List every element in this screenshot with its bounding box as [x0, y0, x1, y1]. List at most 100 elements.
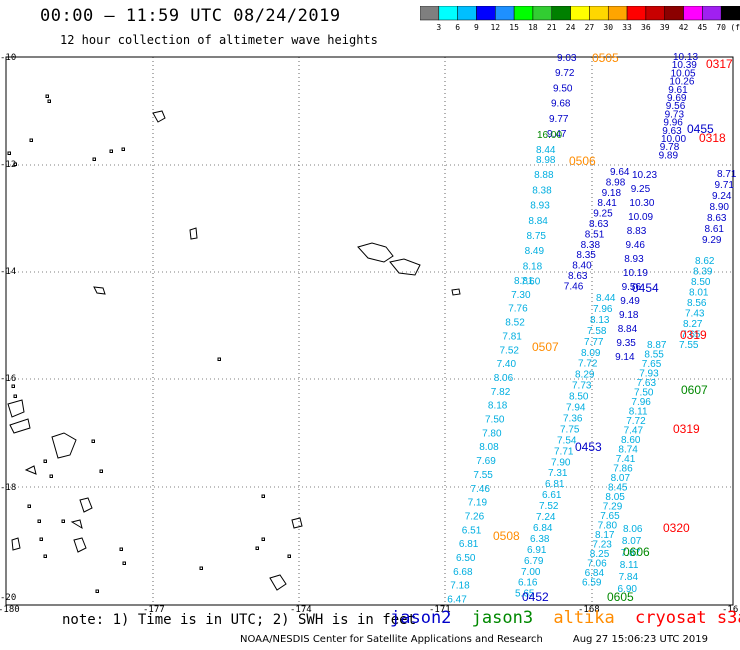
island-outline	[24, 465, 37, 475]
credit-text: NOAA/NESDIS Center for Satellite Applica…	[240, 634, 543, 645]
wave-height-reading: 9.72	[555, 68, 575, 79]
islet	[122, 561, 126, 565]
color-scale-label: 45	[697, 23, 708, 32]
color-scale-label: 33	[622, 23, 632, 32]
islet	[13, 162, 17, 166]
track-pass-tag: 0506	[569, 154, 596, 168]
wave-height-reading: 7.81	[502, 331, 522, 342]
islet	[43, 554, 47, 558]
wave-height-reading: 8.05	[605, 492, 625, 503]
track-pass-tag: 0318	[699, 131, 726, 145]
wave-height-reading: 9.50	[553, 83, 573, 94]
wave-height-reading: 9.69	[667, 93, 687, 104]
wave-height-reading: 10.19	[623, 268, 648, 279]
islet	[255, 546, 259, 550]
color-scale-label: 18	[528, 23, 538, 32]
color-scale-label: 70	[716, 23, 726, 32]
map-frame	[5, 56, 734, 606]
legend-altika: altika	[553, 608, 615, 628]
wave-height-reading: 9.64	[610, 167, 630, 178]
wave-height-reading: 7.80	[598, 521, 618, 532]
lon-label: -180	[0, 605, 20, 615]
wave-height-reading: 7.24	[536, 512, 556, 523]
wave-height-reading: 8.61	[705, 224, 725, 235]
islet	[109, 149, 113, 153]
color-scale-label: 3	[436, 23, 442, 32]
wave-height-reading: 8.13	[590, 315, 610, 326]
islet	[7, 151, 11, 155]
wave-height-reading: 9.78	[660, 142, 680, 153]
wave-height-reading: 9.89	[659, 150, 679, 161]
wave-height-reading: 8.39	[693, 267, 713, 278]
wave-height-reading: 9.96	[663, 118, 683, 129]
islet	[27, 504, 31, 508]
wave-height-reading: 9.24	[712, 191, 732, 202]
color-scale-label: 24	[565, 23, 576, 32]
wave-height-reading: 9.56	[622, 282, 642, 293]
wave-height-reading: 7.00	[521, 567, 541, 578]
wave-height-reading: 8.08	[479, 442, 499, 453]
wave-height-reading: 9.73	[665, 109, 685, 120]
track-pass-tag: 0606	[623, 545, 650, 559]
wave-height-reading: 7.75	[560, 424, 580, 435]
islet	[91, 439, 95, 443]
wave-height-reading: 9.18	[602, 188, 622, 199]
island-outline	[93, 286, 106, 295]
color-scale-label: (ft)	[730, 23, 740, 32]
wave-height-reading: 10.30	[629, 198, 654, 209]
wave-height-reading: 8.60	[621, 435, 641, 446]
wave-height-reading: 7.46	[471, 484, 491, 495]
wave-height-reading: 8.83	[627, 226, 647, 237]
wave-height-reading: 8.93	[624, 254, 644, 265]
wave-height-reading: 7.55	[473, 470, 493, 481]
wave-height-reading: 7.65	[642, 359, 662, 370]
wave-height-reading: 7.73	[572, 381, 592, 392]
wave-height-reading: 8.38	[532, 185, 552, 196]
wave-height-reading: 7.50	[485, 415, 505, 426]
lon-label: -171	[429, 605, 451, 615]
wave-height-reading: 8.98	[536, 155, 556, 166]
wave-height-reading: 9.47	[547, 129, 567, 140]
islet	[99, 469, 103, 473]
wave-height-reading: 8.71	[717, 169, 737, 180]
island-outline	[269, 574, 287, 591]
wave-height-reading: 8.98	[606, 177, 626, 188]
islet	[47, 99, 51, 103]
footnote: note: 1) Time is in UTC; 2) SWH is in fe…	[62, 612, 417, 628]
wave-height-reading: 7.31	[548, 468, 568, 479]
wave-height-reading: 16.00	[537, 130, 562, 141]
islet	[261, 537, 265, 541]
legend-jason3: jason3	[471, 608, 534, 628]
wave-height-reading: 9.25	[631, 184, 651, 195]
islet	[121, 147, 125, 151]
wave-height-reading: 8.25	[590, 549, 610, 560]
track-pass-tag: 0452	[522, 590, 549, 604]
wave-height-reading: 8.63	[707, 213, 727, 224]
wave-height-reading: 7.30	[511, 290, 531, 301]
track-pass-tag: 0507	[532, 340, 559, 354]
satellite-legend: jason2 jason3 altika cryosat s3a	[390, 608, 740, 628]
islet	[119, 547, 123, 551]
wave-height-reading: 7.54	[557, 435, 577, 446]
wave-height-reading: 7.43	[685, 309, 705, 320]
wave-height-reading: 7.69	[476, 456, 496, 467]
wave-height-reading: 8.11	[629, 407, 648, 418]
wave-height-reading: 10.23	[632, 170, 657, 181]
wave-height-reading: 6.84	[533, 523, 553, 534]
color-scale-label: 15	[509, 23, 519, 32]
islet	[43, 459, 47, 463]
lon-label: -174	[290, 605, 312, 615]
color-scale-label: 6	[455, 23, 461, 32]
wave-height-reading: 8.44	[596, 293, 616, 304]
wave-height-reading: 7.76	[508, 304, 528, 315]
lon-label: -177	[143, 605, 165, 615]
wave-height-reading: 8.01	[689, 288, 709, 299]
lon-label: -168	[578, 605, 600, 615]
generated-timestamp: Aug 27 15:06:23 UTC 2019	[572, 634, 709, 645]
wave-height-reading: 8.27	[683, 319, 703, 330]
wave-height-reading: 6.16	[518, 578, 538, 589]
axis-labels: -10 -12 -14 -16 -18 -20 -180 -177 -174 -…	[0, 53, 738, 615]
track-pass-tag: 0319	[680, 328, 707, 342]
wave-height-reading: 7.41	[616, 454, 636, 465]
